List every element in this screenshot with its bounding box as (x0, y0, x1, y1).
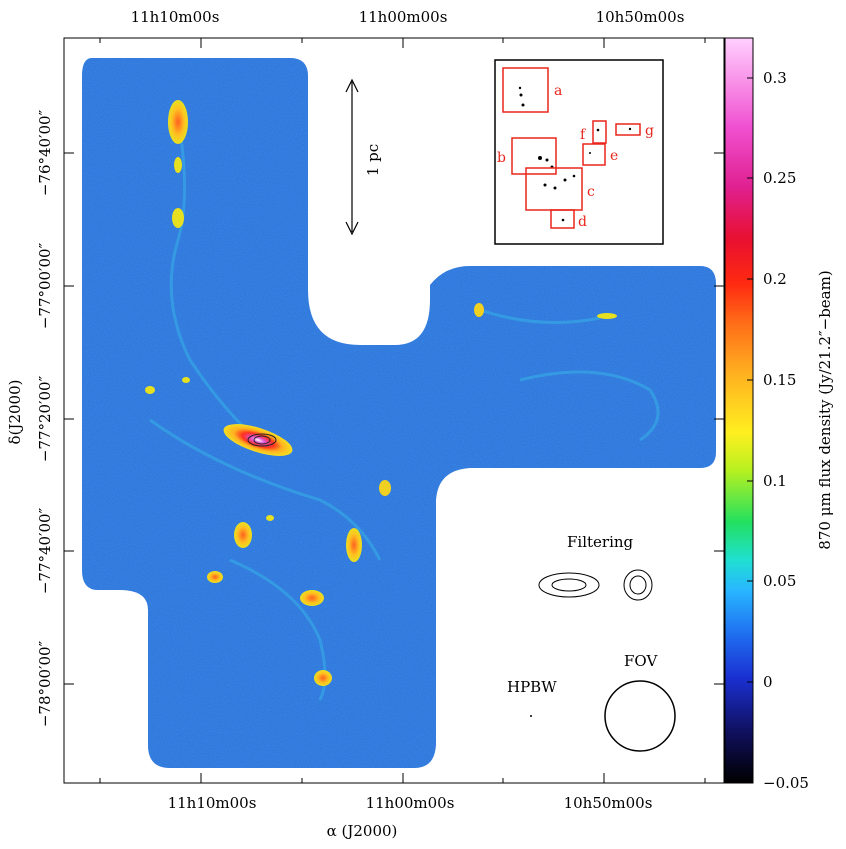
source-north (168, 100, 188, 144)
dec-tick-2: −77°00′00″ (36, 242, 54, 329)
ra-bottom-tick-3: 10h50m00s (564, 794, 653, 812)
colorbar-tick-2: 0.25 (763, 169, 796, 187)
source-central (223, 424, 293, 456)
inset-label-f: f (580, 127, 587, 143)
y-axis-label: δ(J2000) (6, 380, 24, 445)
colorbar-label: 870 μm flux density (Jy/21.2″−beam) (816, 270, 834, 549)
ra-bottom-tick-1: 11h10m00s (168, 794, 257, 812)
inset-label-a: a (554, 83, 562, 99)
hpbw-beam-icon (530, 715, 532, 717)
inset-box-b (511, 137, 557, 175)
colorbar-tick-7: 0 (763, 673, 773, 691)
ra-top-tick-3: 10h50m00s (596, 8, 685, 26)
dec-tick-4: −77°40′00″ (36, 507, 54, 594)
ra-top-tick-1: 11h10m00s (131, 8, 220, 26)
colorbar-tick-6: 0.05 (763, 572, 796, 590)
x-axis-label: α (J2000) (327, 822, 398, 840)
fov-circle-icon (604, 680, 676, 752)
colorbar-tick-3: 0.2 (763, 270, 787, 288)
hpbw-label: HPBW (507, 678, 557, 696)
inset-overview: a b c d e f g (494, 59, 664, 245)
fov-label: FOV (624, 652, 658, 670)
inset-label-g: g (645, 123, 654, 139)
inset-box-e (582, 143, 606, 166)
colorbar-tick-4: 0.15 (763, 371, 796, 389)
ra-bottom-tick-2: 11h00m00s (366, 794, 455, 812)
scale-bar-label: 1 pc (364, 144, 382, 176)
inset-label-b: b (497, 150, 506, 166)
inset-box-d (550, 209, 575, 229)
dec-tick-5: −78°00′00″ (36, 640, 54, 727)
inset-label-e: e (610, 148, 618, 164)
inset-label-d: d (578, 214, 587, 230)
colorbar (724, 37, 754, 784)
inset-label-c: c (587, 184, 595, 200)
ra-top-tick-2: 11h00m00s (359, 8, 448, 26)
inset-box-g (615, 123, 641, 136)
dec-tick-3: −77°20′00″ (36, 375, 54, 462)
scale-bar: 1 pc (345, 78, 382, 236)
inset-box-a (502, 67, 549, 113)
dec-tick-1: −76°40′00″ (36, 109, 54, 196)
colorbar-tick-8: −0.05 (763, 774, 809, 792)
colorbar-tick-5: 0.1 (763, 472, 787, 490)
inset-box-f (592, 120, 607, 144)
filtering-label: Filtering (567, 533, 634, 551)
filtering-ellipses-icon (538, 569, 653, 601)
colorbar-tick-1: 0.3 (763, 69, 787, 87)
